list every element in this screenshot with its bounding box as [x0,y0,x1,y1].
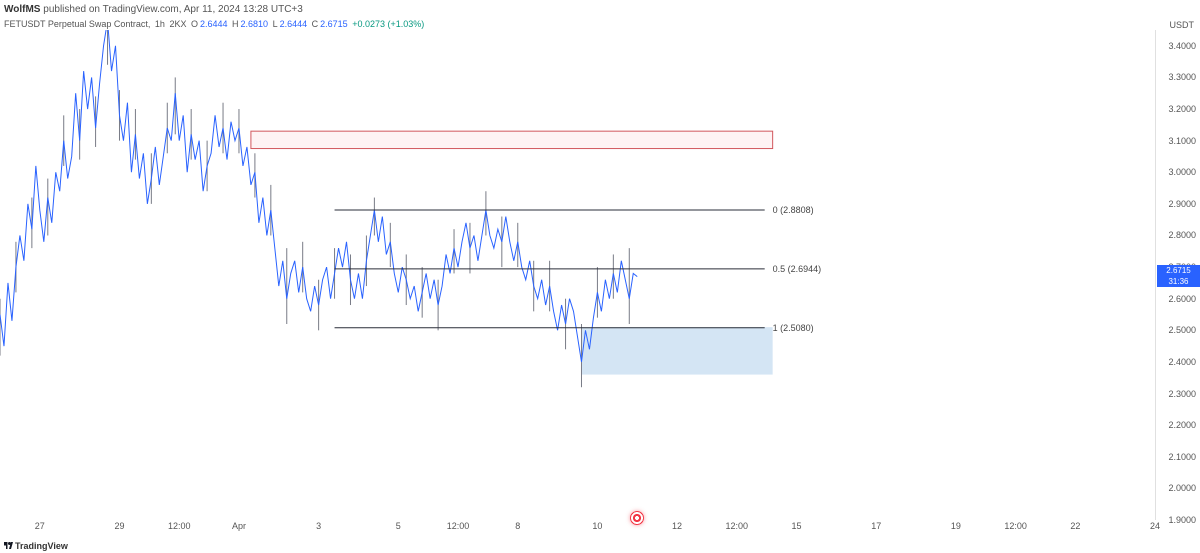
countdown: 31:36 [1157,276,1200,287]
fib-level-label: 1 (2.5080) [773,323,814,333]
y-tick-label: 2.0000 [1168,483,1196,493]
site-name: TradingView.com [103,4,179,15]
author-name: WolfMS [4,4,40,15]
chart-area[interactable] [0,30,1156,520]
y-tick-label: 2.8000 [1168,230,1196,240]
y-unit: USDT [1170,20,1195,30]
symbol-row: FETUSDT Perpetual Swap Contract, 1h 2KX … [4,19,426,29]
x-tick-label: 8 [515,521,520,531]
symbol-name: FETUSDT Perpetual Swap Contract, [4,19,150,29]
y-tick-label: 3.1000 [1168,136,1196,146]
x-tick-label: 19 [951,521,961,531]
ohlc-h: 2.6810 [241,19,269,29]
x-tick-label: 3 [316,521,321,531]
x-tick-label: 29 [114,521,124,531]
ohlc-o-label: O [191,19,198,29]
last-price-value: 2.6715 [1157,265,1200,276]
chart-svg [0,30,1155,520]
x-tick-label: 17 [871,521,881,531]
tradingview-icon [4,541,13,550]
y-tick-label: 1.9000 [1168,515,1196,525]
y-tick-label: 2.5000 [1168,325,1196,335]
ohlc-change: +0.0273 (+1.03%) [352,19,424,29]
x-tick-label: 5 [396,521,401,531]
fib-level-label: 0 (2.8808) [773,205,814,215]
publish-header: WolfMS published on TradingView.com, Apr… [4,4,303,15]
y-tick-label: 2.1000 [1168,452,1196,462]
x-tick-label: 12:00 [726,521,749,531]
y-tick-label: 3.0000 [1168,167,1196,177]
x-tick-label: 27 [35,521,45,531]
ohlc-c: 2.6715 [320,19,348,29]
symbol-tf: 1h [155,19,165,29]
y-tick-label: 2.6000 [1168,294,1196,304]
published-on: published on [43,4,100,15]
y-tick-label: 2.2000 [1168,420,1196,430]
supply-zone [251,131,773,148]
publish-date: , Apr 11, 2024 13:28 UTC+3 [179,4,303,15]
y-tick-label: 2.3000 [1168,389,1196,399]
ohlc-o: 2.6444 [200,19,228,29]
y-tick-label: 2.4000 [1168,357,1196,367]
x-tick-label: 12 [672,521,682,531]
symbol-exch: 2KX [169,19,186,29]
x-tick-label: 12:00 [447,521,470,531]
ohlc-h-label: H [232,19,239,29]
fib-level-label: 0.5 (2.6944) [773,264,822,274]
x-axis: 27 29 12:00 Apr 3 5 12:00 8 10 12 12:00 15 17 19 12:00… [0,521,1155,535]
ohlc-l-label: L [273,19,278,29]
footer-brand-text: TradingView [15,541,68,551]
y-tick-label: 3.4000 [1168,41,1196,51]
x-tick-label: 24 [1150,521,1160,531]
y-tick-label: 3.2000 [1168,104,1196,114]
x-tick-label: 12:00 [168,521,191,531]
demand-zone [581,327,772,374]
x-tick-label: 12:00 [1004,521,1027,531]
x-tick-label: 15 [792,521,802,531]
ohlc-c-label: C [312,19,319,29]
x-tick-label: Apr [232,521,246,531]
last-price-tag: 2.6715 31:36 [1157,265,1200,287]
y-tick-label: 3.3000 [1168,72,1196,82]
x-tick-label: 22 [1070,521,1080,531]
target-marker-icon [630,511,644,525]
footer-brand: TradingView [4,541,68,551]
x-tick-label: 10 [592,521,602,531]
ohlc-l: 2.6444 [280,19,308,29]
y-tick-label: 2.9000 [1168,199,1196,209]
